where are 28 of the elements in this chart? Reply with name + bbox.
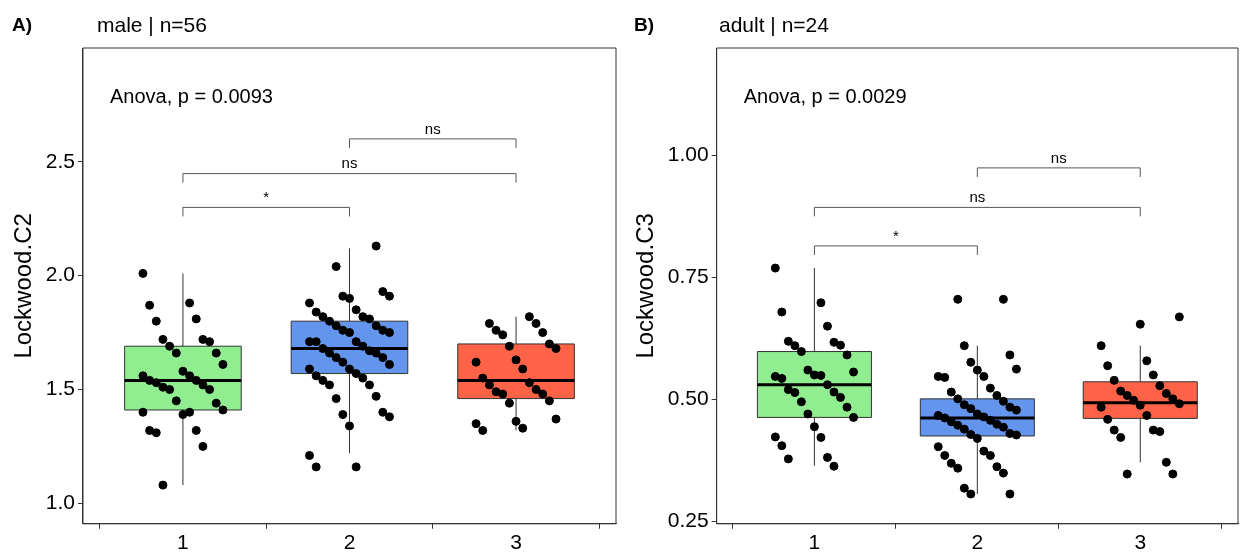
y-tick-label: 1.00 xyxy=(667,142,709,166)
x-tick-label: 1 xyxy=(177,530,189,554)
chart-title: adult | n=24 xyxy=(719,13,829,37)
annotation: Anova, p = 0.0029 xyxy=(743,84,907,107)
x-tick-label: 2 xyxy=(971,530,984,554)
x-tick-label: 3 xyxy=(510,530,522,554)
y-axis-title: Lockwood.C2 xyxy=(9,213,37,359)
chart-title: male | n=56 xyxy=(97,13,207,37)
annotation: ns xyxy=(1050,148,1067,166)
annotation: ns xyxy=(341,154,358,172)
y-tick-label: 0.50 xyxy=(667,386,709,410)
y-axis-title: Lockwood.C3 xyxy=(631,213,659,359)
annotation: ns xyxy=(969,188,986,206)
x-tick-label: 1 xyxy=(808,530,821,554)
y-tick-label: 0.75 xyxy=(667,264,709,288)
y-tick-label: 2.5 xyxy=(45,148,75,172)
annotation: ns xyxy=(424,119,441,137)
y-tick-label: 1.5 xyxy=(45,376,75,400)
annotation: * xyxy=(892,226,899,244)
y-tick-label: 1.0 xyxy=(45,490,75,514)
text: A) xyxy=(12,14,33,36)
annotation: Anova, p = 0.0093 xyxy=(109,84,273,107)
y-tick-label: 0.25 xyxy=(667,508,709,532)
x-tick-label: 2 xyxy=(343,530,356,554)
y-tick-label: 2.0 xyxy=(45,262,75,286)
annotation: * xyxy=(263,188,270,206)
x-tick-label: 3 xyxy=(1134,530,1147,554)
text: B) xyxy=(634,14,655,36)
